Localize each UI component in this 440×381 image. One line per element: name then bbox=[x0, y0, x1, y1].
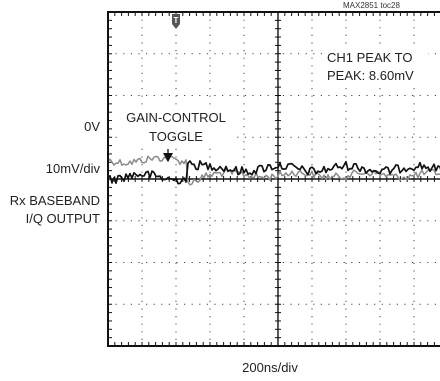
zero-volt-label: 0V bbox=[84, 119, 100, 134]
figure-id: MAX2851 toc28 bbox=[343, 1, 400, 10]
measurement-line2: PEAK: 8.60mV bbox=[327, 68, 414, 83]
plot-frame bbox=[107, 11, 440, 347]
event-annotation-bg bbox=[120, 108, 232, 148]
event-arrow bbox=[163, 149, 173, 162]
event-annotation-line2: TOGGLE bbox=[149, 129, 203, 144]
scale-label: 10mV/div bbox=[46, 161, 101, 176]
trigger-marker: T bbox=[172, 14, 180, 29]
signal-name-line1: Rx BASEBAND bbox=[10, 193, 100, 208]
measurement-annotation-bg bbox=[322, 44, 428, 86]
traces bbox=[107, 155, 440, 186]
trace-1 bbox=[107, 155, 440, 186]
trace-2 bbox=[107, 160, 440, 185]
signal-name-line2: I/Q OUTPUT bbox=[26, 211, 100, 226]
measurement-line1: CH1 PEAK TO bbox=[327, 50, 413, 65]
svg-text:T: T bbox=[174, 16, 179, 25]
x-axis-label: 200ns/div bbox=[242, 360, 298, 375]
event-annotation-line1: GAIN-CONTROL bbox=[126, 110, 226, 125]
